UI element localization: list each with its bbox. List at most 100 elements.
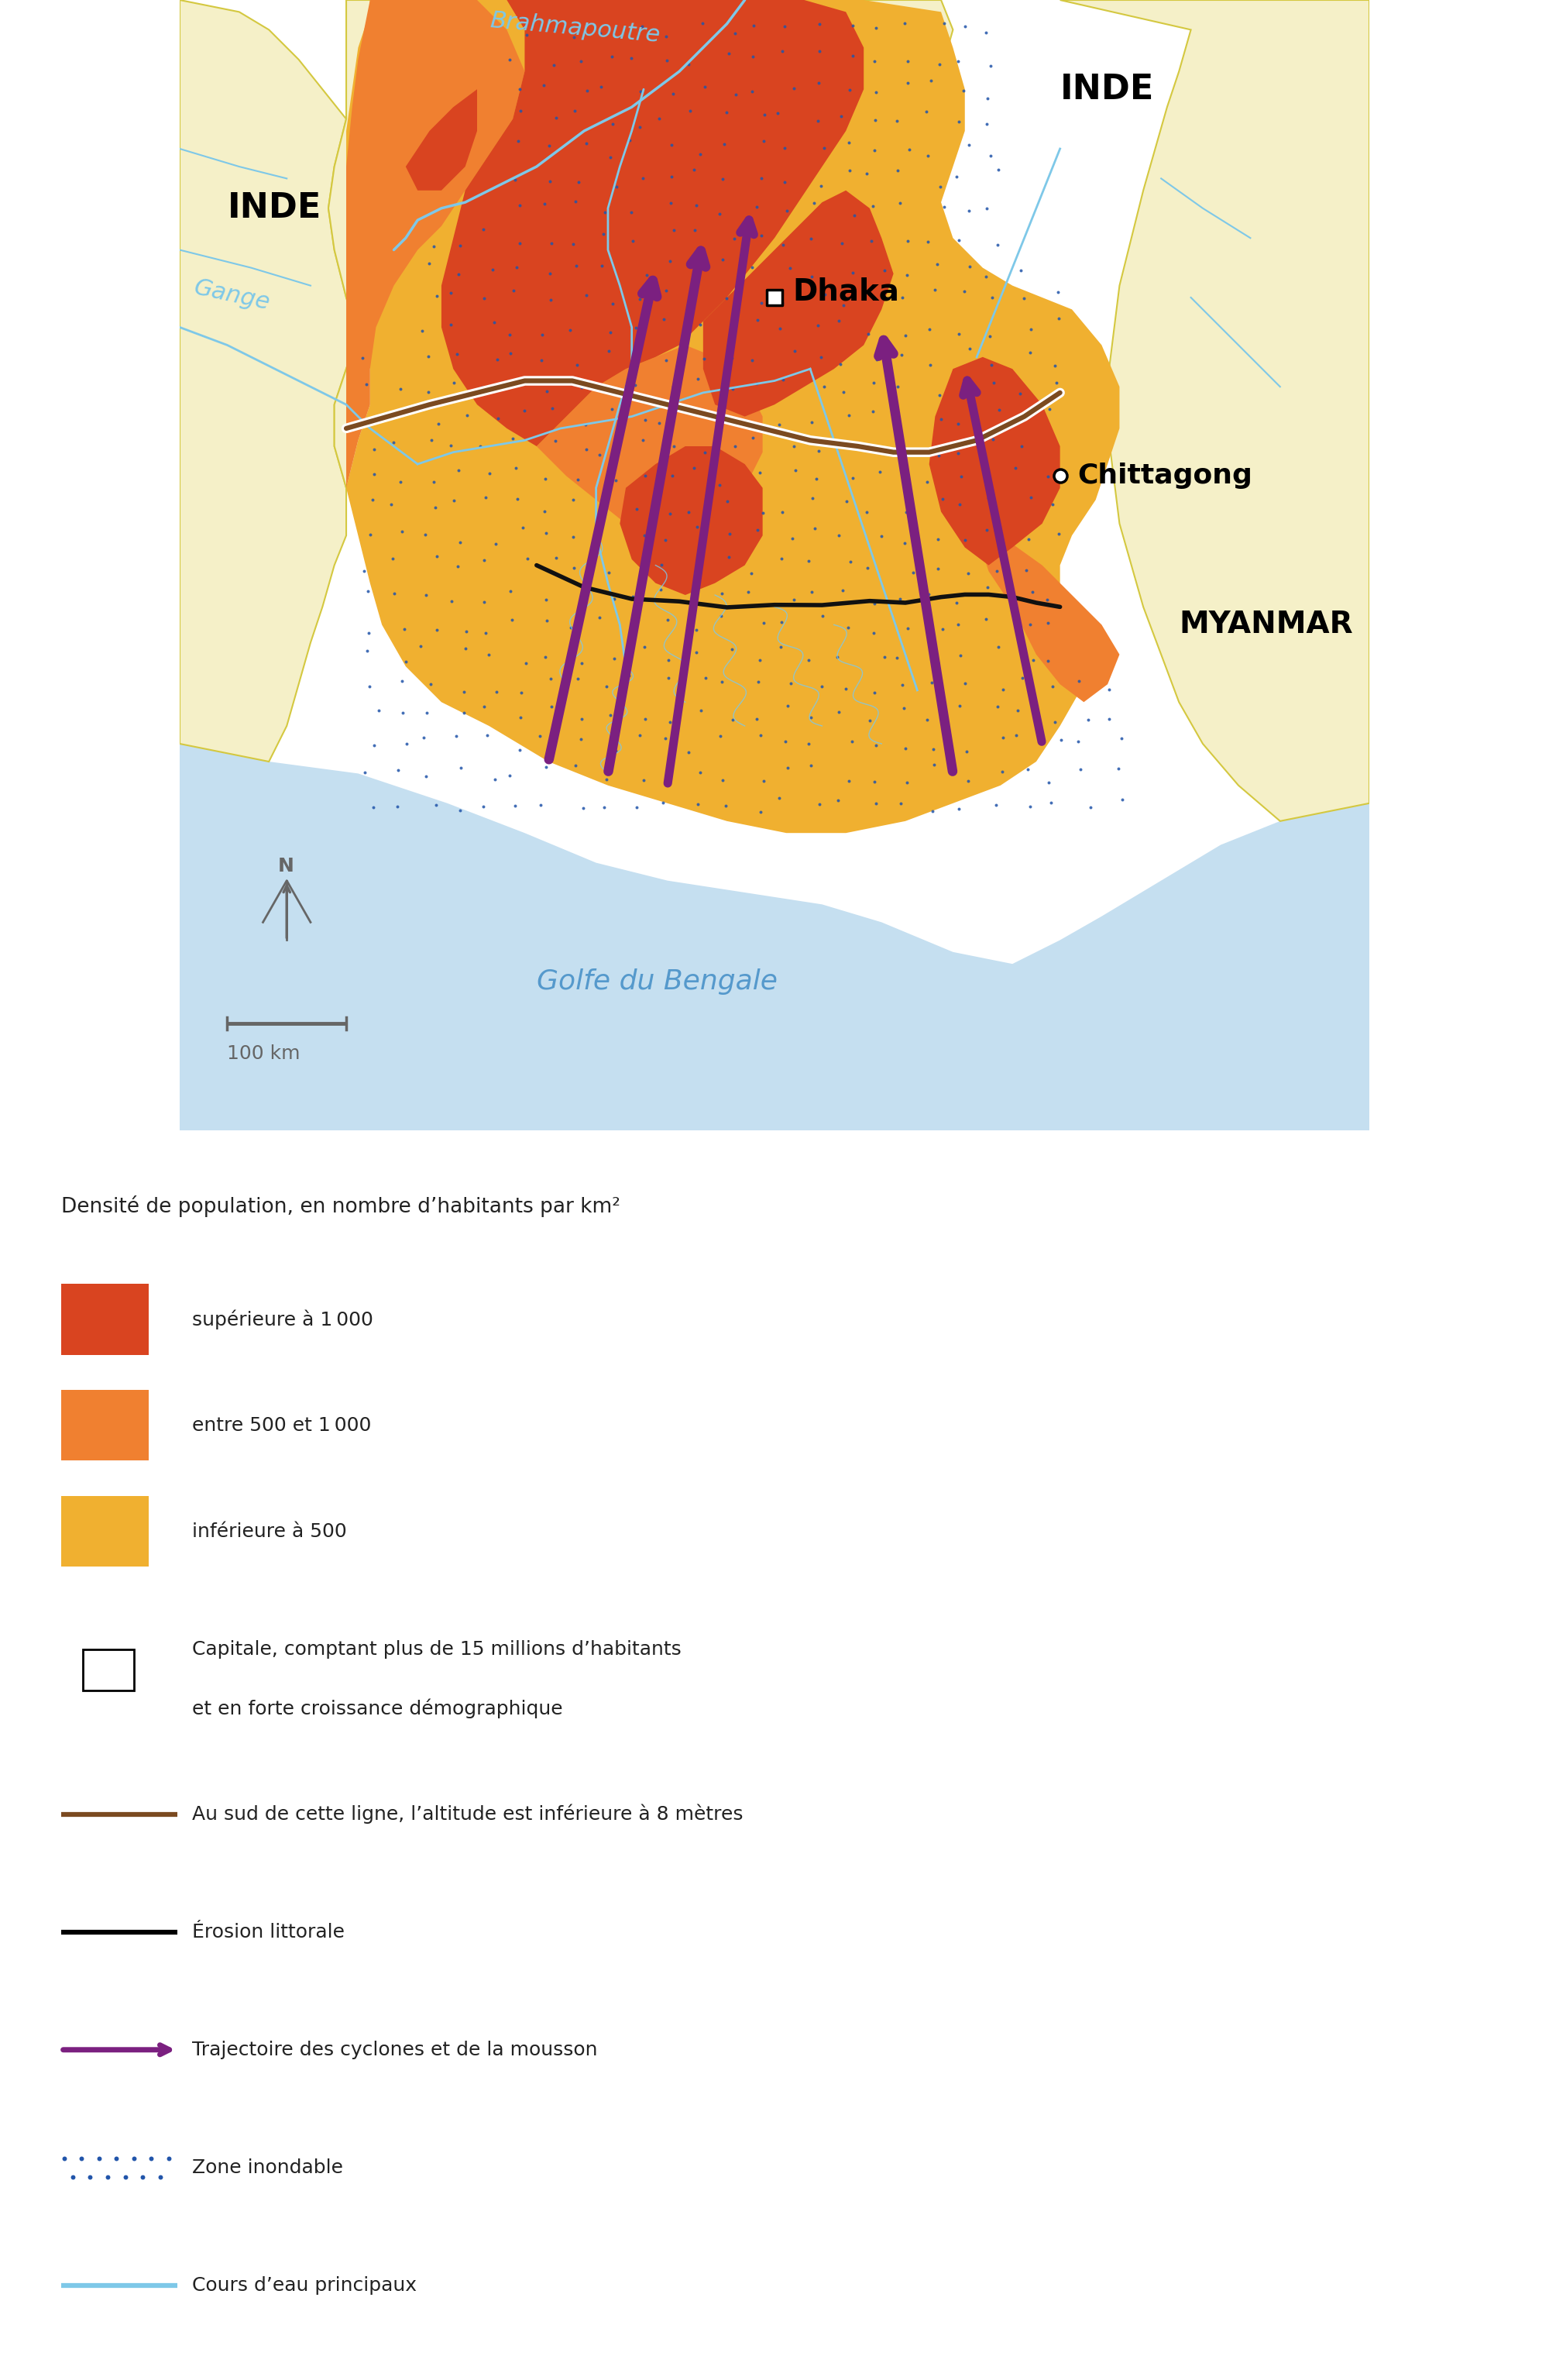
Point xyxy=(1019,393,1044,431)
Point xyxy=(798,747,823,785)
Point xyxy=(658,183,683,221)
Point xyxy=(745,512,770,550)
Point xyxy=(888,183,912,221)
Point xyxy=(660,369,685,407)
Point xyxy=(624,331,649,369)
Point xyxy=(861,614,886,652)
Point xyxy=(469,369,494,407)
Point xyxy=(596,552,621,590)
Point xyxy=(1042,702,1067,740)
Point xyxy=(974,257,999,295)
Point xyxy=(1008,252,1033,290)
Point xyxy=(1036,764,1061,802)
Point xyxy=(1067,750,1092,788)
Point xyxy=(836,397,861,436)
Point xyxy=(751,95,776,133)
Point xyxy=(897,131,922,169)
Text: Densité de population, en nombre d’habitants par km²: Densité de population, en nombre d’habit… xyxy=(60,1195,620,1216)
Point xyxy=(438,305,463,343)
Point xyxy=(685,785,709,823)
Point xyxy=(1106,750,1131,788)
Point xyxy=(539,688,564,726)
Point xyxy=(533,459,558,497)
Point xyxy=(857,702,881,740)
Point xyxy=(361,431,386,469)
Point xyxy=(826,638,850,676)
Point xyxy=(1004,716,1029,754)
Point xyxy=(832,286,857,324)
Point xyxy=(810,597,835,635)
Point xyxy=(747,452,771,490)
Point xyxy=(130,2159,155,2197)
Point xyxy=(953,521,977,559)
Point xyxy=(1021,640,1046,678)
Point xyxy=(804,459,829,497)
Point xyxy=(948,688,973,726)
Point xyxy=(926,376,951,414)
Point xyxy=(1049,721,1073,759)
Polygon shape xyxy=(347,0,525,488)
Point xyxy=(617,657,641,695)
Point xyxy=(855,155,880,193)
Point xyxy=(356,571,381,609)
Point xyxy=(424,612,449,650)
Point xyxy=(802,183,827,221)
Text: Gange: Gange xyxy=(192,276,273,314)
Polygon shape xyxy=(977,507,1120,702)
Point xyxy=(513,390,538,428)
Point xyxy=(895,764,920,802)
Point xyxy=(711,159,736,198)
Point xyxy=(410,719,435,757)
Point xyxy=(482,302,507,340)
Text: Capitale, comptant plus de 15 millions d’habitants: Capitale, comptant plus de 15 millions d… xyxy=(192,1640,682,1659)
Point xyxy=(717,33,742,71)
Point xyxy=(747,664,771,702)
Point xyxy=(920,664,945,702)
Point xyxy=(1046,274,1070,312)
Point xyxy=(891,690,915,728)
Point xyxy=(1036,605,1061,643)
Point xyxy=(599,390,624,428)
Point xyxy=(920,731,945,769)
Point xyxy=(974,79,999,117)
Point xyxy=(688,552,713,590)
Point xyxy=(974,569,999,607)
Point xyxy=(861,393,886,431)
Point xyxy=(389,369,414,407)
Point xyxy=(773,724,798,762)
Point xyxy=(598,695,623,733)
Point xyxy=(974,14,999,52)
Point xyxy=(894,493,919,531)
Point xyxy=(915,464,940,502)
Point xyxy=(632,457,657,495)
Point xyxy=(711,240,736,278)
Point xyxy=(418,664,443,702)
Bar xyxy=(60,1497,149,1566)
Point xyxy=(647,571,672,609)
Point xyxy=(714,483,739,521)
Point xyxy=(121,2140,146,2178)
Point xyxy=(562,90,587,129)
Text: N: N xyxy=(277,857,294,876)
Point xyxy=(685,252,709,290)
Point xyxy=(417,338,441,376)
Point xyxy=(805,307,830,345)
Point xyxy=(951,71,976,109)
Point xyxy=(572,788,596,826)
Point xyxy=(861,364,886,402)
Point xyxy=(661,426,686,464)
Point xyxy=(722,219,747,257)
Point xyxy=(630,762,655,800)
Point xyxy=(380,540,404,578)
Point xyxy=(945,157,970,195)
Polygon shape xyxy=(328,0,953,488)
Point xyxy=(603,640,627,678)
Point xyxy=(446,255,471,293)
Polygon shape xyxy=(180,0,358,762)
Point xyxy=(409,626,434,664)
Point xyxy=(660,457,685,495)
Point xyxy=(708,597,733,635)
Point xyxy=(620,578,644,616)
Point xyxy=(946,433,971,471)
Point xyxy=(836,71,861,109)
